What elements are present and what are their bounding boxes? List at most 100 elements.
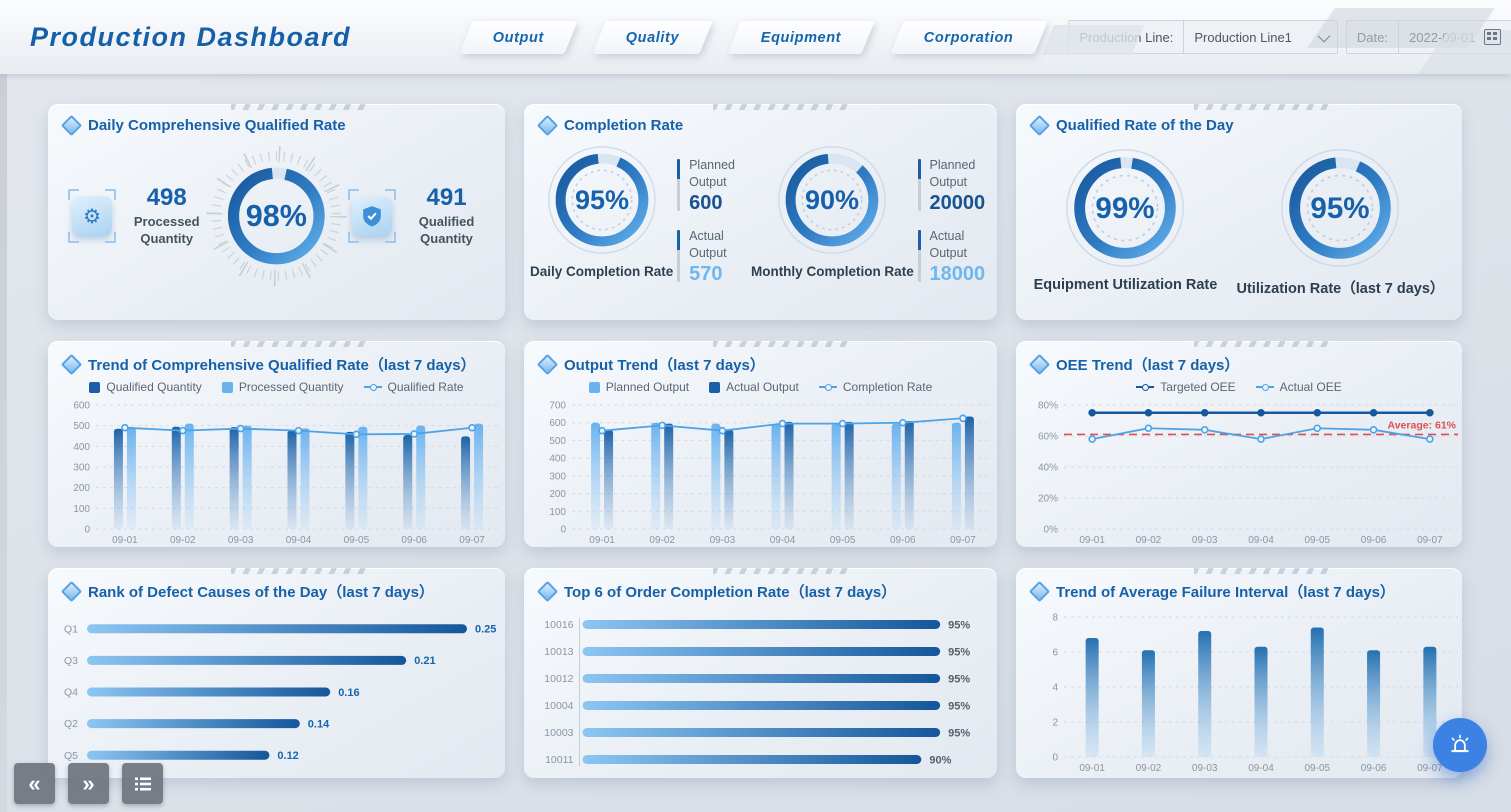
svg-text:0: 0 [84, 525, 90, 536]
svg-text:300: 300 [549, 471, 566, 482]
svg-text:Q2: Q2 [64, 718, 78, 730]
panel-failure-interval-chart: Trend of Average Failure Interval（last 7… [1016, 568, 1462, 778]
svg-text:300: 300 [73, 463, 90, 474]
svg-text:09-02: 09-02 [649, 535, 675, 546]
svg-text:60%: 60% [1038, 432, 1058, 443]
planned-output-item: Planned Output 20000 [917, 157, 991, 215]
svg-text:09-05: 09-05 [344, 535, 370, 546]
daily-qualified-gauge: 98% [206, 145, 347, 287]
qualified-quantity-stat: 491 Qualified Quantity [347, 184, 485, 248]
svg-text:0.16: 0.16 [338, 687, 359, 699]
svg-text:10012: 10012 [544, 673, 573, 685]
tab-quality[interactable]: Quality [592, 20, 714, 54]
svg-text:09-04: 09-04 [1248, 535, 1274, 546]
date-label: Date: [1356, 29, 1388, 45]
svg-text:10003: 10003 [544, 727, 573, 739]
svg-text:09-05: 09-05 [830, 535, 856, 546]
panel-qualified-trend-chart: Trend of Comprehensive Qualified Rate（la… [48, 341, 505, 547]
svg-text:10004: 10004 [544, 700, 573, 712]
svg-text:0: 0 [1052, 753, 1058, 764]
legend-item[interactable]: Completion Rate [818, 380, 932, 394]
svg-text:95%: 95% [948, 727, 970, 739]
legend-swatch [221, 381, 233, 393]
legend-item[interactable]: Qualified Rate [363, 380, 464, 394]
tab-output[interactable]: Output [459, 20, 578, 54]
svg-text:20%: 20% [1038, 494, 1058, 505]
daily-completion-group: 95% Daily Completion Rate Planned Output… [530, 137, 751, 286]
legend-swatch [709, 381, 721, 393]
svg-text:98%: 98% [246, 199, 307, 233]
qualified-trend-legend: Qualified Quantity Processed Quantity Qual… [48, 379, 505, 395]
svg-text:0: 0 [560, 525, 566, 536]
svg-text:09-06: 09-06 [1361, 535, 1387, 546]
list-menu-button[interactable] [122, 763, 163, 804]
panel-defect-rank-chart: Rank of Defect Causes of the Day（last 7 … [48, 568, 505, 778]
svg-text:09-02: 09-02 [1136, 535, 1162, 546]
svg-text:90%: 90% [805, 185, 859, 215]
monthly-completion-caption: Monthly Completion Rate [750, 264, 914, 279]
svg-text:09-07: 09-07 [1417, 763, 1443, 774]
legend-item[interactable]: Targeted OEE [1136, 380, 1236, 394]
double-chevron-right-button[interactable]: » [68, 763, 109, 804]
svg-text:700: 700 [549, 401, 566, 412]
svg-text:4: 4 [1052, 683, 1058, 694]
svg-text:09-06: 09-06 [890, 535, 916, 546]
legend-swatch [588, 381, 600, 393]
svg-text:500: 500 [549, 436, 566, 447]
output-trend-chart: 0 100 200 300 400 500 600 700 09-01 09-02 09-03 09-… [549, 401, 993, 546]
panel-title: Qualified Rate of the Day [1056, 117, 1234, 134]
nav-tabs: Output Quality Equipment Corporation [459, 20, 1068, 54]
legend-line-icon [363, 383, 382, 391]
svg-text:0.25: 0.25 [475, 624, 496, 636]
svg-text:09-04: 09-04 [286, 535, 312, 546]
panel-title: Rank of Defect Causes of the Day（last 7 … [88, 584, 434, 601]
shield-check-icon [363, 206, 381, 227]
utilization-rate-gauge: 95% [1281, 149, 1400, 267]
svg-text:09-03: 09-03 [228, 535, 254, 546]
diamond-icon [536, 114, 559, 137]
svg-text:400: 400 [549, 454, 566, 465]
actual-output-value: 570 [689, 262, 723, 285]
diamond-icon [60, 114, 83, 137]
alarm-button[interactable] [1433, 718, 1487, 772]
double-chevron-left-button[interactable]: « [14, 763, 55, 804]
svg-text:0.21: 0.21 [414, 655, 435, 667]
svg-text:10013: 10013 [544, 646, 573, 658]
svg-text:600: 600 [549, 418, 566, 429]
legend-item[interactable]: Processed Quantity [221, 380, 344, 394]
panel-title: Completion Rate [564, 117, 684, 134]
svg-text:09-04: 09-04 [1248, 763, 1274, 774]
svg-text:100: 100 [549, 507, 566, 518]
header-bar: Production Dashboard Output Quality Equi… [0, 0, 1511, 74]
svg-text:09-05: 09-05 [1304, 763, 1330, 774]
panel-order-completion-chart: Top 6 of Order Completion Rate（last 7 da… [524, 568, 997, 778]
production-line-select[interactable]: Production Line1 [1183, 21, 1337, 53]
monthly-completion-group: 90% Monthly Completion Rate Planned Outp… [751, 137, 991, 286]
svg-text:Q4: Q4 [64, 687, 78, 699]
svg-text:0%: 0% [1044, 525, 1059, 536]
svg-text:600: 600 [73, 401, 90, 412]
diamond-icon [1028, 580, 1051, 603]
svg-text:6: 6 [1052, 648, 1058, 659]
legend-item[interactable]: Actual Output [709, 380, 799, 394]
svg-text:09-03: 09-03 [1192, 763, 1218, 774]
legend-item[interactable]: Actual OEE [1255, 380, 1342, 394]
svg-text:09-01: 09-01 [1079, 763, 1105, 774]
svg-text:Average: 61%: Average: 61% [1388, 419, 1457, 431]
diamond-icon [60, 580, 83, 603]
footer-nav: « » [14, 763, 163, 804]
processed-quantity-label: Processed Quantity [133, 214, 200, 246]
utilization-rate-group: 95% Utilization Rate（last 7 days） [1237, 139, 1444, 298]
panel-title: Top 6 of Order Completion Rate（last 7 da… [564, 584, 897, 601]
date-input[interactable]: 2022-09-01 [1398, 21, 1511, 53]
diamond-icon [1028, 353, 1051, 376]
tab-equipment[interactable]: Equipment [727, 20, 876, 54]
legend-swatch [89, 381, 101, 393]
daily-completion-caption: Daily Completion Rate [530, 264, 674, 279]
legend-item[interactable]: Qualified Quantity [89, 380, 202, 394]
tab-corporation[interactable]: Corporation [890, 20, 1048, 54]
legend-line-icon [1136, 383, 1155, 391]
legend-item[interactable]: Planned Output [588, 380, 689, 394]
panel-title: OEE Trend（last 7 days） [1056, 357, 1240, 374]
